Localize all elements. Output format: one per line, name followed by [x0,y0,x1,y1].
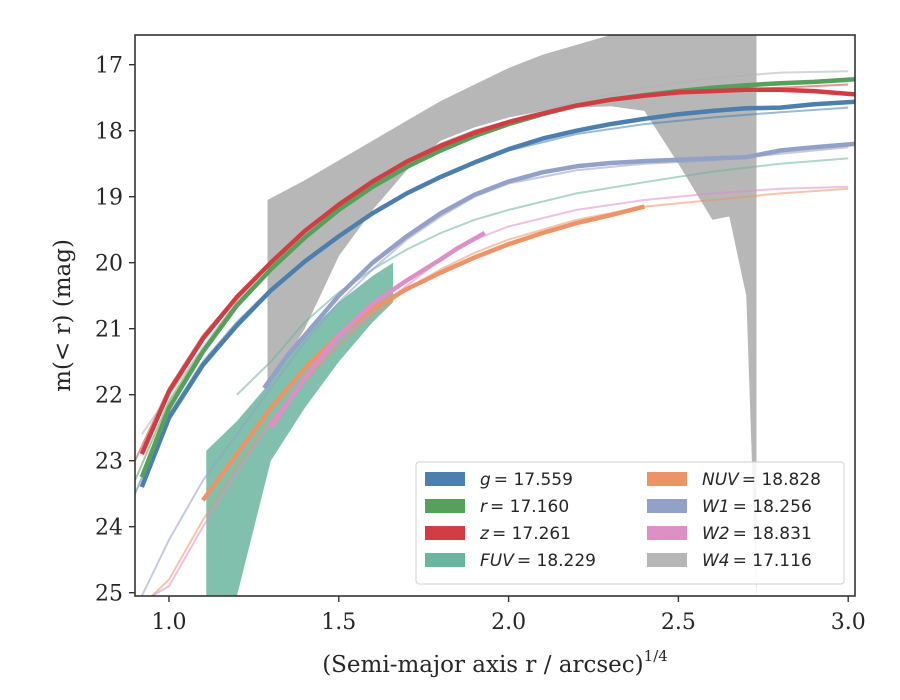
legend-item-w2: W2 = 18.831 [647,524,812,544]
legend-label: NUV = 18.828 [702,470,821,490]
legend-item-z: z = 17.261 [425,524,571,544]
x-tick-label: 3.0 [831,610,866,635]
legend-label: FUV = 18.229 [480,551,596,571]
y-tick-label: 17 [95,54,123,79]
y-tick-label: 18 [95,120,123,145]
legend-swatch [425,499,465,513]
axis-ticks: 1.0 1.5 2.0 2.5 3.0 17 18 19 20 21 22 23 24 25 [95,54,866,635]
legend-item-fuv: FUV = 18.229 [425,551,596,571]
y-tick-label: 24 [95,516,123,541]
y-tick-label: 20 [95,252,123,277]
series-w1-data-line [262,141,855,390]
legend-label: z = 17.261 [479,524,571,544]
series-z-data-line [139,87,855,455]
series-r-data-line [139,76,855,479]
legend-swatch [647,553,687,567]
legend-label: W4 = 17.116 [702,551,812,571]
series-w1-model-line [140,146,849,596]
series-w2-model-line [151,185,849,596]
legend-swatch [647,472,687,486]
legend-item-r: r = 17.160 [425,497,569,517]
legend-swatch [647,526,687,540]
x-tick-label: 2.5 [661,610,696,635]
x-tick-label: 1.5 [321,610,356,635]
legend-item-w4: W4 = 17.116 [647,551,812,571]
y-tick-label: 25 [95,582,123,607]
y-axis-label: m(< r) (mag) [50,239,76,392]
x-axis-label-superscript: 1/4 [644,647,668,665]
legend-item-w1: W1 = 18.256 [647,497,812,517]
legend-item-nuv: NUV = 18.828 [647,470,821,490]
legend-label: W2 = 18.831 [702,524,812,544]
series-fuv-band [206,262,394,596]
series-nuv-data-line [201,204,645,502]
series-w2-data-line [268,231,486,429]
legend-label: W1 = 18.256 [702,497,812,517]
legend-swatch [647,499,687,513]
legend-swatch [425,553,465,567]
legend-swatch [425,526,465,540]
series-fuv-model-line [236,157,849,396]
legend-frame [415,461,845,585]
y-tick-label: 19 [95,186,123,211]
series-g-data-line [139,99,855,488]
legend-swatch [425,472,465,486]
y-tick-label: 21 [95,318,123,343]
legend-label: r = 17.160 [480,497,569,517]
x-axis-label: (Semi-major axis r / arcsec)1/4 [322,647,668,678]
x-tick-label: 1.0 [151,610,186,635]
y-tick-label: 22 [95,384,123,409]
legend: g = 17.559 r = 17.160 z = 17.261 FUV = 18.229 NU… [415,461,845,585]
series-layer [135,35,855,596]
legend-label: g = 17.559 [480,470,573,490]
x-tick-label: 2.0 [491,610,526,635]
legend-item-g: g = 17.559 [425,470,573,490]
plot-frame [134,34,856,597]
y-tick-label: 23 [95,450,123,475]
